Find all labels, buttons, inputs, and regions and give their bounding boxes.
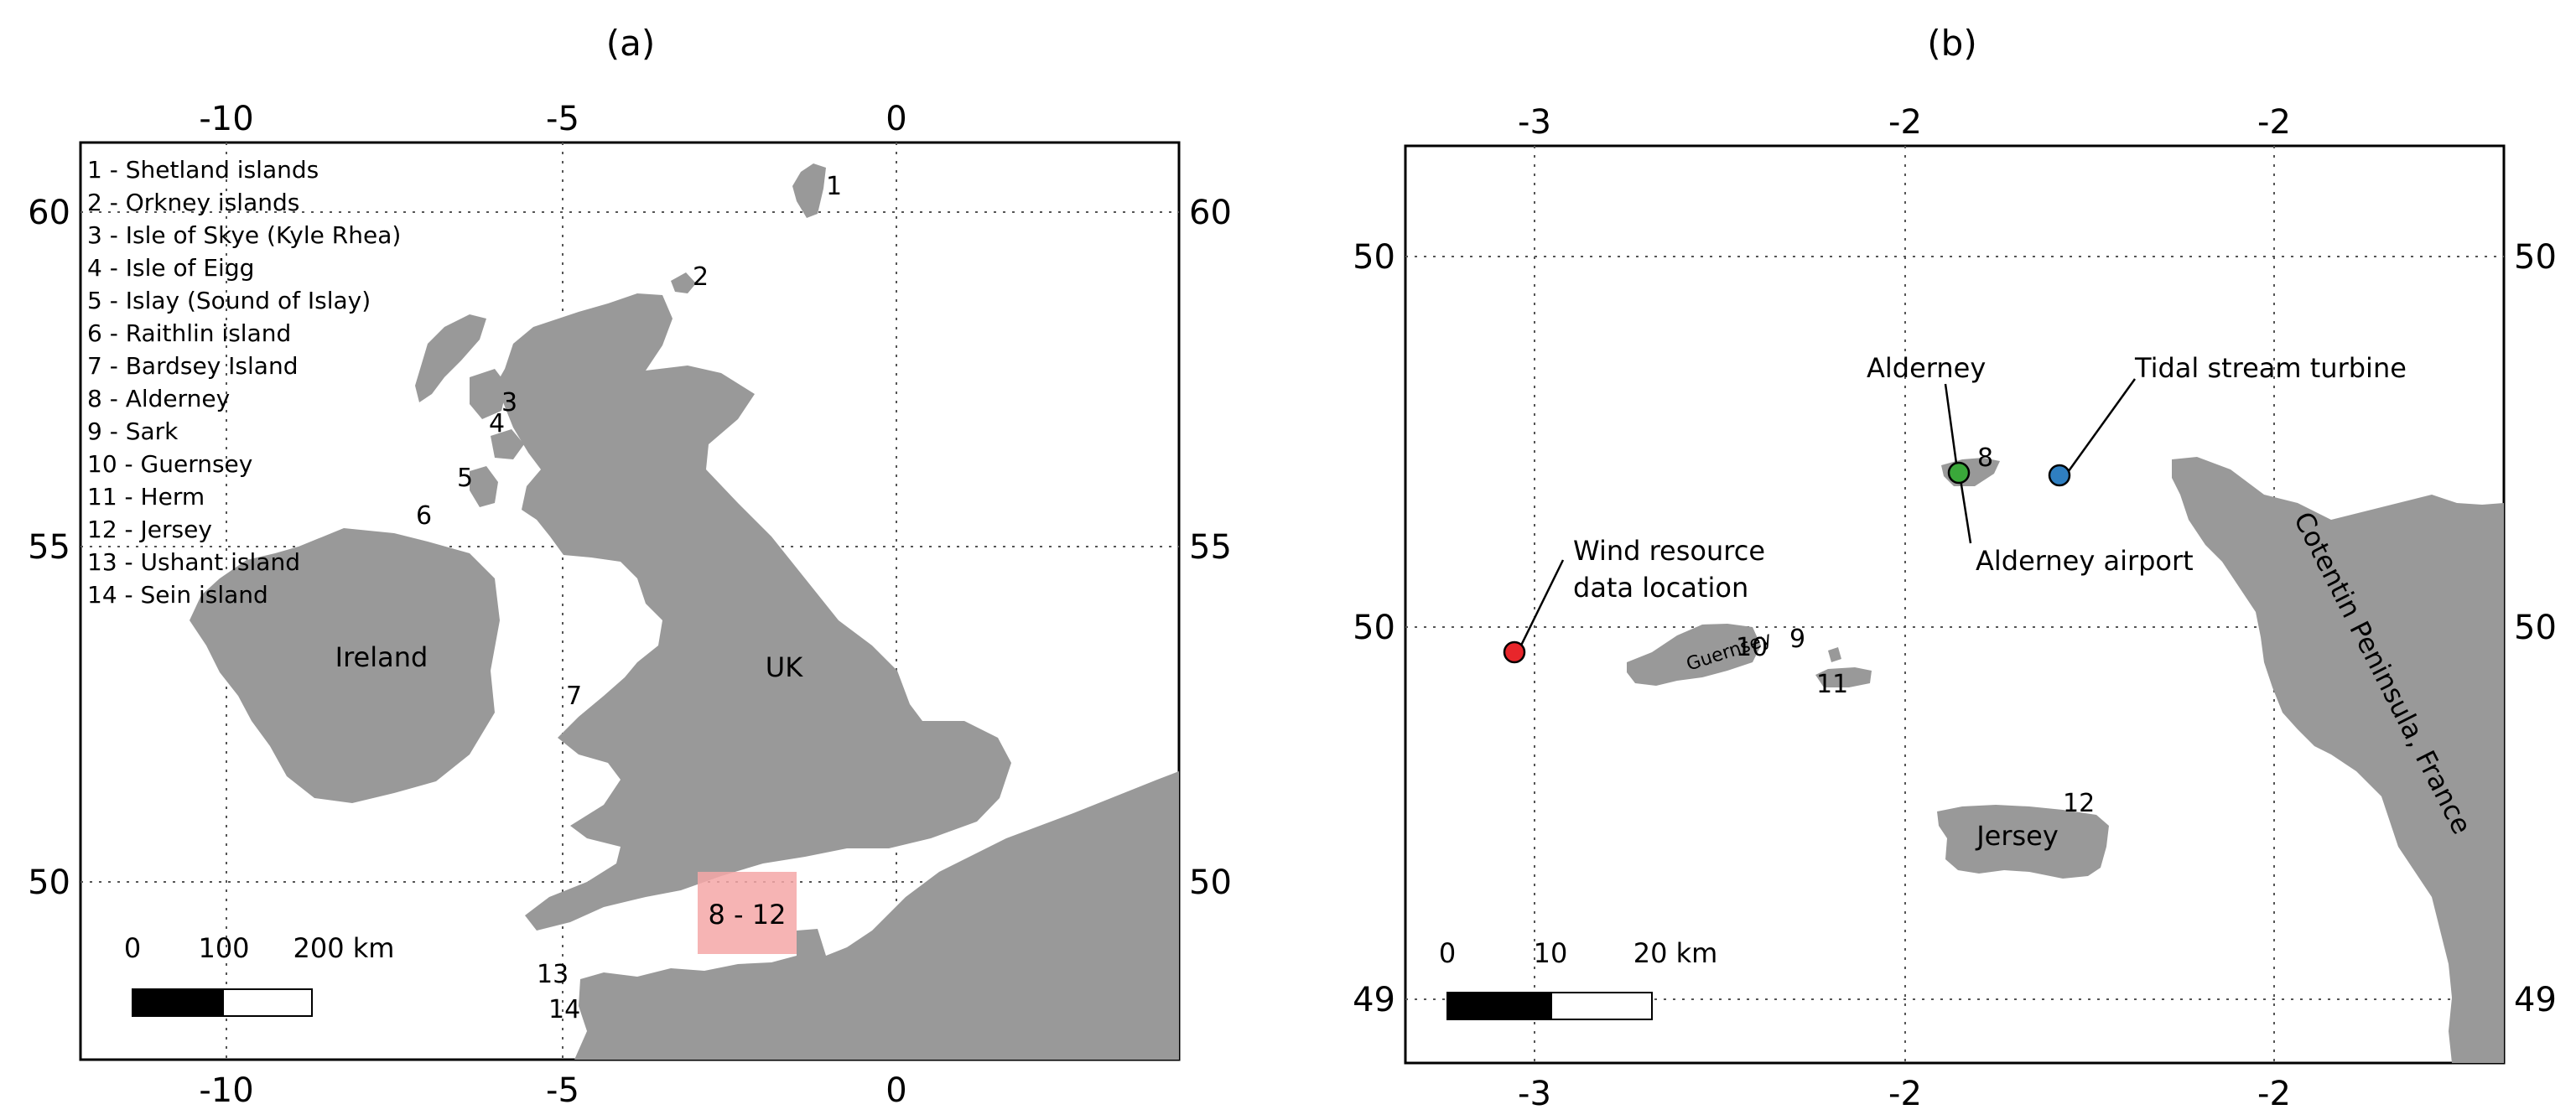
a-x-tick-top: 0: [886, 100, 906, 138]
tidal-turbine-annotation: Tidal stream turbine: [2134, 352, 2407, 384]
b-y-tick-right: 49: [2514, 981, 2557, 1019]
a-x-tick-top: -10: [199, 100, 253, 138]
scale-a-200: 200 km: [293, 932, 395, 964]
legend-item: 8 - Alderney: [87, 385, 230, 412]
b-x-tick-bottom: -3: [1518, 1075, 1551, 1113]
legend-item: 10 - Guernsey: [87, 450, 252, 478]
marker-9: 9: [1789, 625, 1805, 654]
ireland-landmass: [190, 528, 500, 803]
marker-12: 12: [2063, 789, 2095, 818]
scale-a-0: 0: [124, 932, 141, 964]
legend-item: 1 - Shetland islands: [87, 156, 319, 184]
legend-item: 9 - Sark: [87, 417, 179, 445]
wind-resource-point: [1503, 640, 1526, 664]
panel-a-title: (a): [606, 23, 656, 64]
b-x-tick-top: -2: [1888, 103, 1922, 142]
a-y-tick-right: 55: [1189, 528, 1232, 567]
cotentin-peninsula-landmass: [2172, 457, 2504, 1063]
guernsey-island: [1627, 624, 1761, 686]
panel-a-legend: 1 - Shetland islands 2 - Orkney islands …: [87, 156, 401, 609]
orkney-islands: [671, 272, 696, 293]
mull-island: [491, 429, 524, 459]
marker-8: 8: [1977, 443, 1993, 473]
a-y-tick-left: 60: [28, 194, 70, 232]
b-x-tick-bottom: -2: [2257, 1075, 2291, 1113]
legend-item: 3 - Isle of Skye (Kyle Rhea): [87, 221, 401, 249]
great-britain-landmass: [491, 293, 1011, 931]
alderney-airport-annotation: Alderney airport: [1976, 545, 2194, 577]
a-y-tick-left: 50: [28, 863, 70, 902]
marker-4: 4: [489, 409, 505, 438]
channel-islands-inset-box: [698, 872, 797, 954]
panel-b-leader-lines: [1516, 378, 2137, 653]
herm-island: [1815, 667, 1872, 687]
b-y-tick-left: 49: [1353, 981, 1395, 1019]
hebrides-islands: [415, 314, 486, 402]
legend-item: 4 - Isle of Eigg: [87, 254, 254, 282]
scale-b-20: 20 km: [1633, 937, 1718, 969]
marker-3: 3: [501, 388, 517, 417]
jersey-label: Jersey: [1975, 820, 2059, 852]
legend-item: 13 - Ushant island: [87, 548, 300, 576]
panel-a-map: 8 - 12 Ireland UK 1 2 3 4 5 6 7 13 14 1 …: [79, 141, 1181, 1061]
wind-annotation-line1: Wind resource: [1573, 535, 1765, 567]
alderney-annotation: Alderney: [1867, 352, 1986, 384]
marker-7: 7: [566, 682, 582, 711]
a-y-tick-right: 60: [1189, 194, 1232, 232]
scale-a-100: 100: [198, 932, 249, 964]
b-y-tick-left: 50: [1353, 609, 1395, 647]
sark-island: [1828, 647, 1841, 662]
alderney-airport-point: [1947, 461, 1971, 485]
panel-b-title: (b): [1927, 23, 1976, 64]
marker-14: 14: [548, 995, 580, 1024]
b-x-tick-top: -2: [2257, 103, 2291, 142]
b-x-tick-bottom: -2: [1888, 1075, 1922, 1113]
legend-item: 2 - Orkney islands: [87, 189, 299, 216]
b-y-tick-right: 50: [2514, 609, 2557, 647]
marker-10: 10: [1736, 633, 1768, 662]
scale-b-10: 10: [1534, 937, 1568, 969]
tidal-turbine-point: [2048, 464, 2071, 487]
marker-6: 6: [416, 501, 432, 531]
legend-item: 14 - Sein island: [87, 581, 268, 609]
inset-label: 8 - 12: [709, 899, 787, 931]
marker-11: 11: [1816, 670, 1848, 699]
skye-island: [470, 369, 507, 419]
shetland-islands: [792, 163, 826, 218]
a-y-tick-left: 55: [28, 528, 70, 567]
a-x-tick-bottom: -5: [546, 1071, 579, 1110]
panel-b-scale-bar: 0 10 20 km: [1439, 937, 1718, 1020]
legend-item: 5 - Islay (Sound of Islay): [87, 287, 371, 314]
islay-island: [470, 466, 498, 507]
b-x-tick-top: -3: [1518, 103, 1551, 142]
wind-annotation-line2: data location: [1573, 572, 1748, 604]
marker-5: 5: [457, 464, 473, 493]
uk-label: UK: [766, 651, 803, 683]
legend-item: 7 - Bardsey Island: [87, 352, 298, 380]
panel-b-map: Guernsey Jersey 8 9 10 11 12 Alderney Ti…: [1404, 144, 2506, 1065]
jersey-island: [1937, 805, 2109, 879]
france-landmass: [574, 771, 1179, 1060]
marker-1: 1: [826, 172, 842, 201]
b-y-tick-right: 50: [2514, 238, 2557, 277]
a-x-tick-bottom: -10: [199, 1071, 253, 1110]
b-y-tick-left: 50: [1353, 238, 1395, 277]
legend-item: 11 - Herm: [87, 483, 205, 511]
scale-b-0: 0: [1439, 937, 1456, 969]
ireland-label: Ireland: [335, 641, 428, 673]
a-y-tick-right: 50: [1189, 863, 1232, 902]
marker-2: 2: [693, 262, 709, 292]
legend-item: 12 - Jersey: [87, 516, 212, 543]
marker-13: 13: [537, 960, 569, 989]
a-x-tick-bottom: 0: [886, 1071, 906, 1110]
panel-a-scale-bar: 0 100 200 km: [124, 932, 395, 1017]
a-x-tick-top: -5: [546, 100, 579, 138]
legend-item: 6 - Raithlin island: [87, 319, 291, 347]
